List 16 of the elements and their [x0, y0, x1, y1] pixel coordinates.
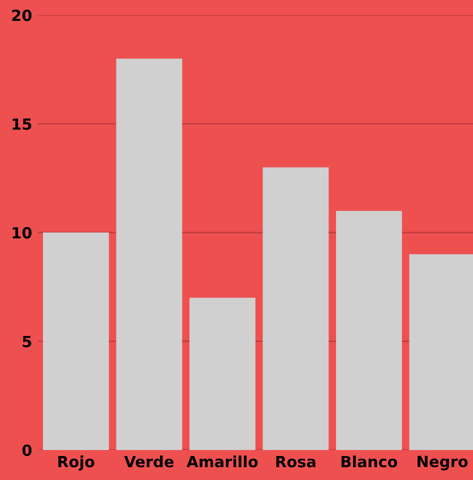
y-tick-label: 10	[12, 227, 32, 239]
x-tick-label: Negro	[418, 456, 468, 470]
y-tick-label: 20	[12, 10, 32, 22]
y-tick-label: 15	[12, 118, 32, 130]
bar	[336, 210, 402, 450]
x-tick-label: Verde	[124, 456, 174, 468]
y-tick-label: 5	[22, 336, 32, 348]
bar	[116, 58, 182, 450]
x-tick-label: Amarillo	[186, 456, 258, 468]
bar	[262, 167, 329, 450]
y-tick-label: 0	[22, 444, 32, 456]
bar	[189, 298, 256, 450]
x-tick-label: Rojo	[58, 456, 94, 470]
x-tick-label: Blanco	[342, 456, 398, 468]
bar	[42, 232, 109, 450]
x-tick-label: Rosa	[276, 456, 316, 468]
